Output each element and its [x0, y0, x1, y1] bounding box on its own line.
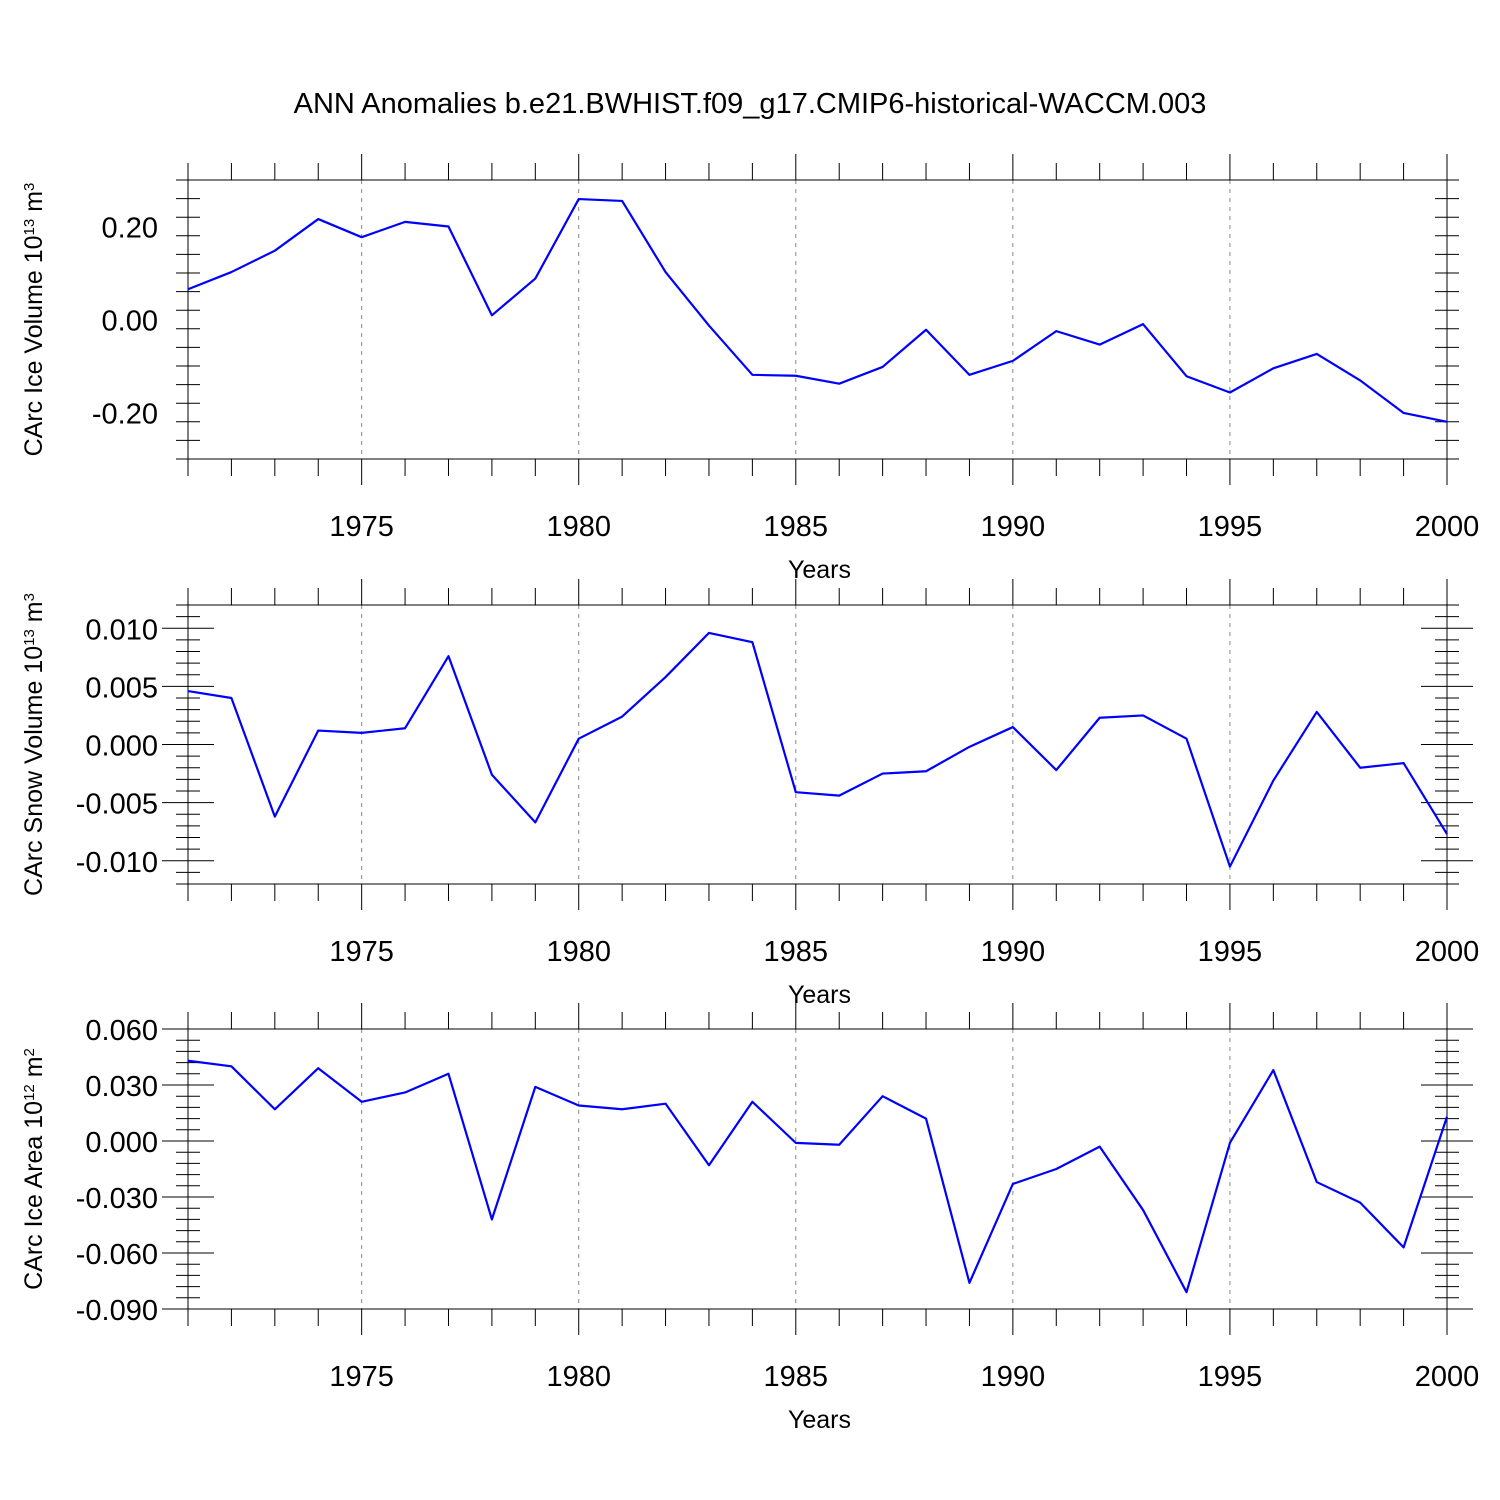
y-axis-label: CArc Ice Area 1012 m2	[20, 1048, 48, 1290]
y-axis-label-exponent: 12	[21, 1084, 38, 1101]
y-axis-label-unit-exponent: 3	[21, 183, 38, 191]
x-tick-label: 1995	[1198, 936, 1263, 968]
plot-frame	[187, 604, 1448, 885]
x-tick-label: 1985	[764, 1361, 829, 1393]
y-axis-label-unit-exponent: 2	[21, 1048, 38, 1056]
y-axis-label-unit-exponent: 3	[21, 593, 38, 601]
x-tick-label: 1980	[546, 511, 611, 543]
x-axis-label: Years	[788, 556, 851, 584]
y-tick-label: 0.20	[102, 213, 158, 245]
x-tick-label: 1975	[329, 936, 394, 968]
series-line	[187, 631, 1448, 868]
x-axis-label: Years	[788, 981, 851, 1009]
panel-ice-volume: -0.20 0.00 0.20 1975 1980 1985 1990 1995 2000 Yea…	[20, 154, 1479, 584]
x-tick-label: 1975	[329, 1361, 394, 1393]
y-axis-label-text: CArc Ice Area 10	[20, 1101, 48, 1290]
series-line	[187, 1059, 1449, 1294]
y-tick-label: 0.000	[85, 1127, 158, 1159]
x-tick-label: 1995	[1198, 511, 1263, 543]
y-axis-label-text: CArc Ice Volume 10	[20, 235, 48, 456]
x-tick-label: 1980	[546, 1361, 611, 1393]
y-axis-label-exponent: 13	[21, 219, 38, 236]
x-tick-label: 1985	[764, 936, 829, 968]
y-axis-label-exponent: 13	[21, 629, 38, 646]
y-tick-label: -0.010	[76, 847, 158, 879]
x-tick-label: 1980	[546, 936, 611, 968]
y-tick-label: 0.010	[85, 614, 158, 646]
plot-frame	[187, 179, 1448, 460]
y-tick-label: 0.000	[85, 731, 158, 763]
y-tick-label: 0.005	[85, 672, 158, 704]
series-line	[187, 197, 1448, 423]
y-axis-label-unit: m	[20, 601, 48, 629]
y-tick-label: -0.005	[76, 789, 158, 821]
panel-snow-volume: -0.010 -0.005 0.000 0.005 0.010 1975 1980 1985 1…	[20, 579, 1479, 1009]
x-tick-label: 1975	[329, 511, 394, 543]
y-axis-label-unit: m	[20, 191, 48, 219]
x-tick-label: 1985	[764, 511, 829, 543]
x-tick-label: 2000	[1415, 1361, 1480, 1393]
y-axis-label: CArc Ice Volume 1013 m3	[20, 183, 48, 457]
x-tick-label: 2000	[1415, 936, 1480, 968]
y-tick-label: -0.060	[76, 1239, 158, 1271]
y-tick-label: -0.030	[76, 1183, 158, 1215]
y-tick-label: 0.00	[102, 306, 158, 338]
y-axis-label-unit: m	[20, 1056, 48, 1084]
y-tick-label: -0.20	[92, 399, 158, 431]
y-tick-label: -0.090	[76, 1295, 158, 1327]
y-tick-label: 0.060	[85, 1015, 158, 1047]
y-axis-label: CArc Snow Volume 1013 m3	[20, 593, 48, 896]
chart-title: ANN Anomalies b.e21.BWHIST.f09_g17.CMIP6…	[293, 88, 1207, 120]
y-tick-label: 0.030	[85, 1071, 158, 1103]
x-tick-label: 1990	[981, 511, 1046, 543]
x-axis-label: Years	[788, 1406, 851, 1434]
panel-ice-area: -0.090 -0.060 -0.030 0.000 0.030 0.060 1975 198…	[20, 1003, 1479, 1434]
y-axis-label-text: CArc Snow Volume 10	[20, 646, 48, 896]
x-tick-label: 1990	[981, 1361, 1046, 1393]
plot-frame	[187, 1028, 1448, 1310]
x-tick-label: 1995	[1198, 1361, 1263, 1393]
x-tick-label: 1990	[981, 936, 1046, 968]
x-tick-label: 2000	[1415, 511, 1480, 543]
